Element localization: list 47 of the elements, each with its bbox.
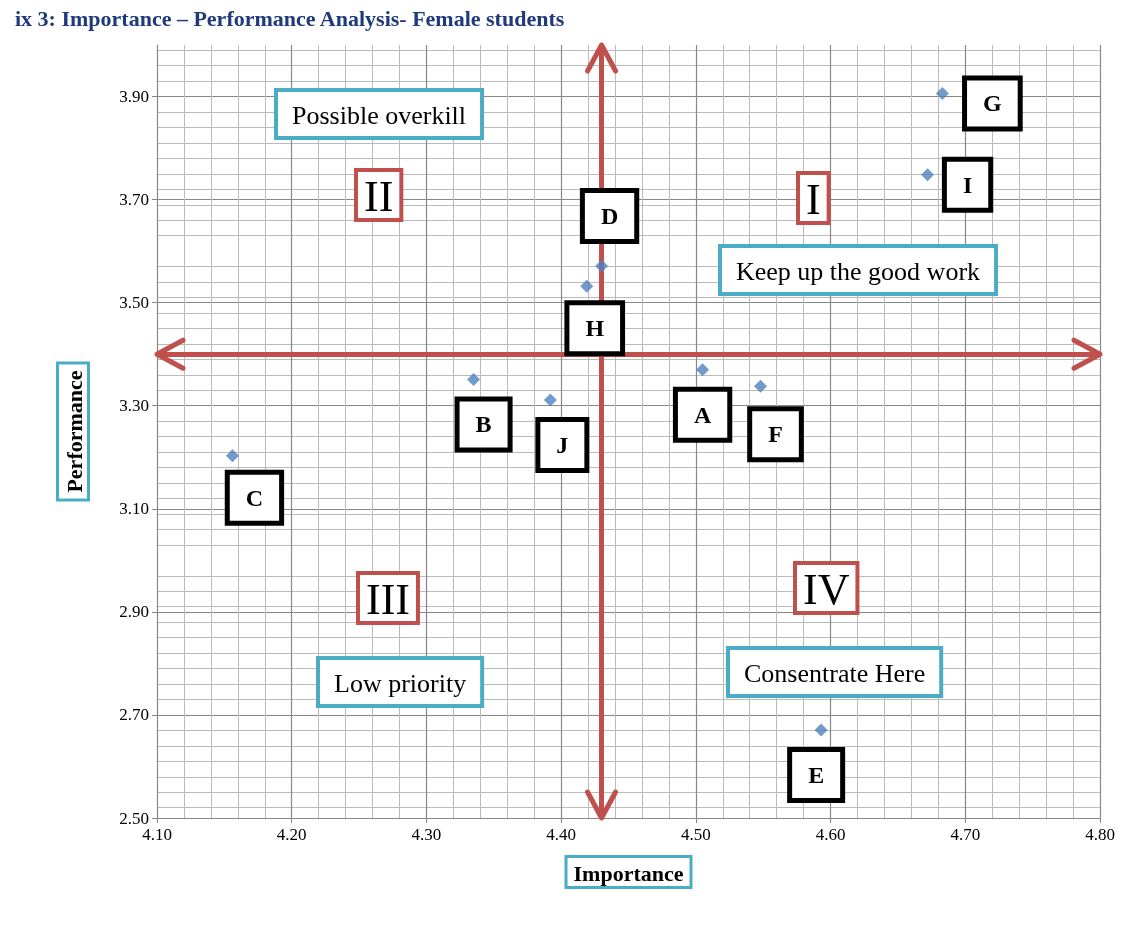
annotation: C <box>245 484 264 511</box>
y-tick-label: 3.30 <box>119 396 149 416</box>
point <box>921 168 935 182</box>
annotation: D <box>600 203 619 230</box>
y-tick-label: 2.50 <box>119 808 149 828</box>
point <box>225 449 239 463</box>
annotation: B <box>475 411 492 438</box>
x-axis-title: Importance <box>573 860 684 886</box>
annotation: Low priority <box>334 668 467 698</box>
y-tick-label: 2.70 <box>119 705 149 725</box>
chart-title: ix 3: Importance – Performance Analysis- Female students <box>15 5 565 31</box>
y-axis-title: Performance <box>61 370 87 493</box>
annotation: F <box>768 421 783 448</box>
annotation: II <box>364 171 394 221</box>
annotation: I <box>806 174 821 224</box>
y-tick-label: 3.90 <box>119 87 149 107</box>
x-tick-label: 4.30 <box>411 825 442 844</box>
annotation: I <box>962 171 973 198</box>
x-tick-label: 4.20 <box>276 825 307 844</box>
y-tick-label: 3.50 <box>119 293 149 313</box>
x-tick-label: 4.60 <box>815 825 846 844</box>
point <box>696 363 710 377</box>
annotation: J <box>556 432 569 459</box>
point <box>543 393 557 407</box>
annotation: G <box>983 90 1003 117</box>
point <box>814 723 828 737</box>
point <box>754 379 768 393</box>
annotation: III <box>366 574 410 624</box>
x-tick-label: 4.10 <box>142 825 172 844</box>
y-tick-label: 3.70 <box>119 190 149 210</box>
annotation: Possible overkill <box>292 100 467 130</box>
y-tick-label: 3.10 <box>119 499 149 519</box>
annotation: Keep up the good work <box>736 256 981 286</box>
point <box>580 279 594 293</box>
annotation: A <box>693 401 712 428</box>
point <box>595 259 609 273</box>
annotation: Consentrate Here <box>744 658 926 688</box>
point <box>467 372 481 386</box>
annotation: H <box>585 315 605 342</box>
y-tick-label: 2.90 <box>119 602 149 622</box>
x-tick-label: 4.70 <box>950 825 981 844</box>
point <box>935 86 949 100</box>
x-tick-label: 4.40 <box>546 825 577 844</box>
annotation: E <box>808 761 825 788</box>
x-tick-label: 4.80 <box>1085 825 1115 844</box>
x-tick-label: 4.50 <box>680 825 711 844</box>
annotation: IV <box>803 564 850 614</box>
